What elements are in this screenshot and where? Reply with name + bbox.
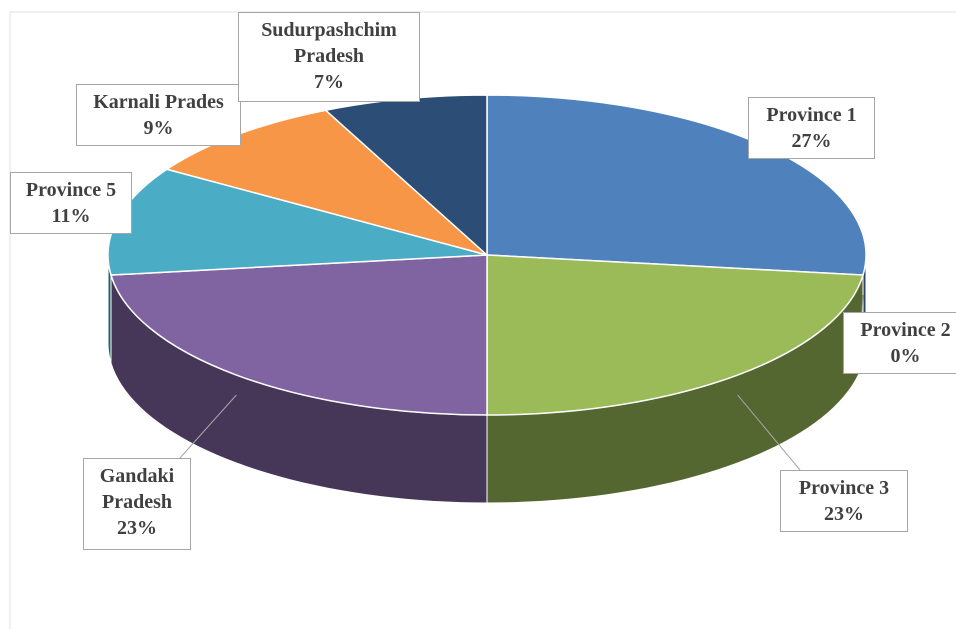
label-name: Gandaki Pradesh	[99, 465, 175, 513]
data-label: Gandaki Pradesh 23%	[83, 458, 191, 550]
data-label: Karnali Prades 9%	[76, 84, 241, 146]
label-value: 9%	[143, 117, 174, 139]
leader-line	[179, 394, 237, 459]
pie-slice	[109, 254, 488, 416]
data-label: Sudurpashchim Pradesh 7%	[238, 12, 420, 102]
label-value: 0%	[890, 345, 921, 367]
label-name: Karnali Prades	[93, 91, 224, 113]
pie-slice	[486, 254, 865, 416]
leader-line	[737, 394, 801, 471]
label-value: 23%	[117, 517, 157, 539]
data-label: Province 5 11%	[10, 172, 132, 234]
label-name: Province 5	[25, 179, 117, 201]
label-name: Province 2	[860, 319, 951, 341]
data-label: Province 3 23%	[780, 470, 908, 532]
data-label: Province 2 0%	[843, 312, 956, 374]
data-label: Province 1 27%	[748, 97, 875, 159]
label-value: 27%	[791, 130, 832, 152]
label-name: Sudurpashchim Pradesh	[261, 19, 397, 67]
label-value: 7%	[314, 71, 344, 93]
label-name: Province 1	[766, 104, 857, 126]
leader-line	[861, 295, 864, 313]
label-name: Province 3	[798, 477, 890, 499]
label-value: 11%	[51, 205, 91, 227]
label-value: 23%	[824, 503, 864, 525]
